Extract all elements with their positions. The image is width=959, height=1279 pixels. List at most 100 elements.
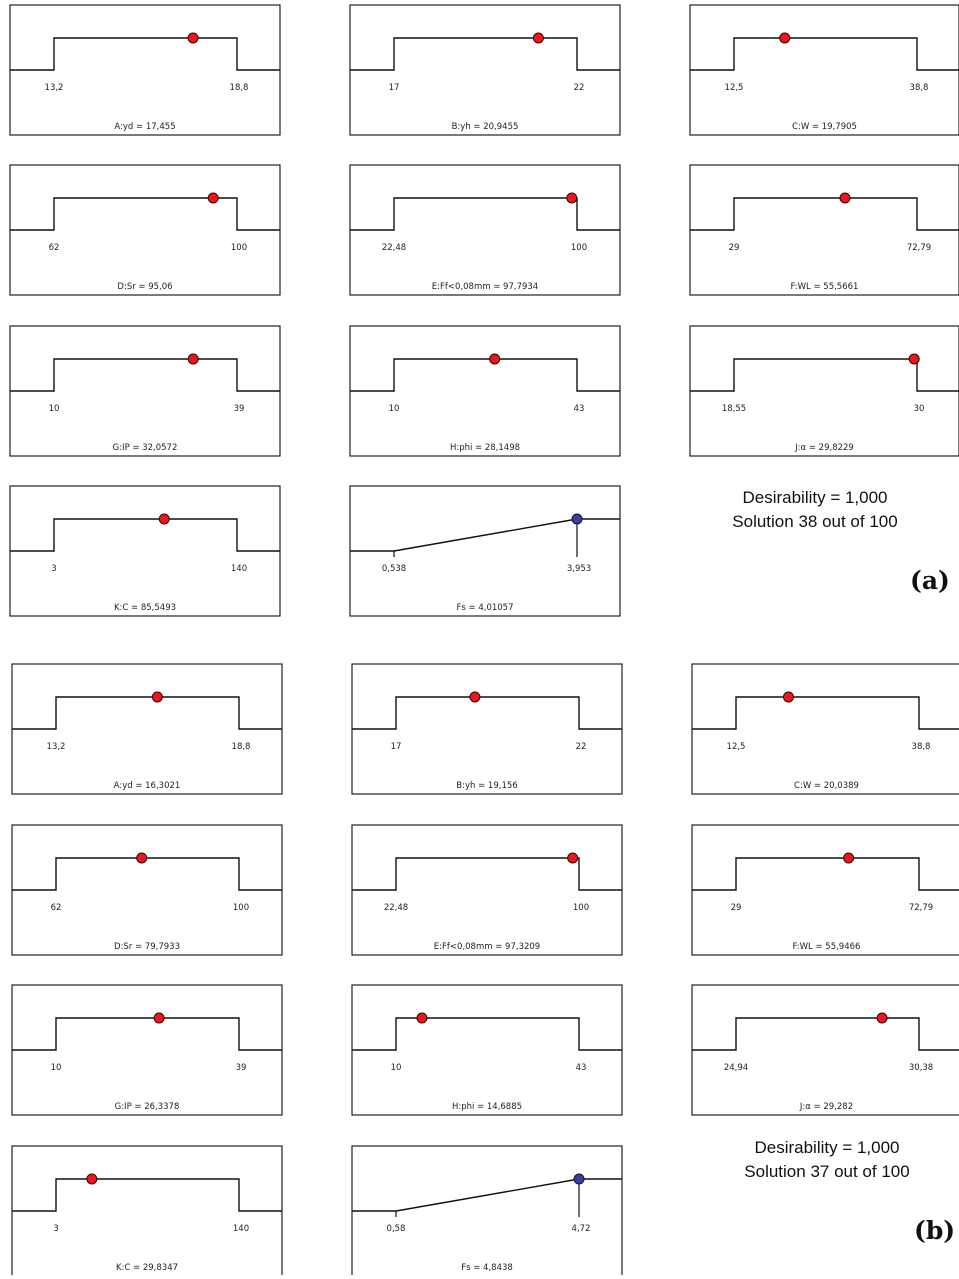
desirability-ramp: [12, 1178, 282, 1212]
plot-frame: [9, 164, 281, 296]
high-limit-label: 39: [234, 404, 245, 414]
low-limit-label: 17: [391, 742, 402, 752]
plot-frame: [689, 164, 959, 296]
low-limit-label: 10: [51, 1063, 62, 1073]
high-limit-label: 100: [231, 243, 247, 253]
factor-caption: J:α = 29,282: [799, 1102, 853, 1112]
desirability-ramp: [12, 696, 282, 730]
solution-point: [566, 192, 578, 204]
solution-point: [207, 192, 219, 204]
factor-caption: F:WL = 55,5661: [791, 282, 859, 292]
summary-a: Desirability = 1,000 Solution 38 out of …: [700, 486, 930, 534]
high-limit-label: 22: [574, 83, 585, 93]
ramp-plot-b-8: 10 43 H:phi = 14,6885: [351, 984, 623, 1116]
low-limit-label: 24,94: [724, 1063, 748, 1073]
desirability-ramp: [12, 1017, 282, 1051]
factor-caption: D:Sr = 79,7933: [114, 942, 180, 952]
solution-point: [469, 691, 481, 703]
high-limit-label: 4,72: [572, 1224, 591, 1234]
ramp-plot-a-3: 12,5 38,8 C:W = 19,7905: [689, 4, 959, 136]
solution-point: [151, 691, 163, 703]
ramp-plot-a-9: 18,55 30 J:α = 29,8229: [689, 325, 959, 457]
high-limit-label: 39: [236, 1063, 247, 1073]
high-limit-label: 100: [233, 903, 249, 913]
low-limit-label: 12,5: [727, 742, 746, 752]
high-limit-label: 72,79: [907, 243, 931, 253]
high-limit-label: 18,8: [232, 742, 251, 752]
plot-frame: [351, 824, 623, 956]
ramp-line: [395, 1178, 580, 1212]
factor-caption: B:yh = 20,9455: [452, 122, 519, 132]
solution-point: [839, 192, 851, 204]
solution-point: [86, 1173, 98, 1185]
panel-label-a: (a): [910, 566, 950, 595]
desirability-ramp: [350, 358, 620, 392]
plot-frame: [11, 663, 283, 795]
low-limit-label: 29: [731, 903, 742, 913]
low-limit-label: 10: [389, 404, 400, 414]
summary-b: Desirability = 1,000 Solution 37 out of …: [712, 1136, 942, 1184]
low-limit-label: 22,48: [382, 243, 406, 253]
solution-point: [489, 353, 501, 365]
solution-point: [158, 513, 170, 525]
desirability-ramp: [690, 358, 959, 392]
high-limit-label: 38,8: [912, 742, 931, 752]
ramp-plot-a-7: 10 39 G:IP = 32,0572: [9, 325, 281, 457]
ramp-plot-b-2: 17 22 B:yh = 19,156: [351, 663, 623, 795]
plot-frame: [689, 325, 959, 457]
ramp-plot-b-3: 12,5 38,8 C:W = 20,0389: [691, 663, 959, 795]
factor-caption: B:yh = 19,156: [456, 781, 517, 791]
high-limit-label: 38,8: [910, 83, 929, 93]
factor-caption: Fs = 4,01057: [457, 603, 514, 613]
factor-caption: C:W = 19,7905: [792, 122, 857, 132]
plot-frame: [9, 325, 281, 457]
factor-caption: G:IP = 32,0572: [113, 443, 178, 453]
desirability-ramp: [690, 37, 959, 71]
high-limit-label: 43: [574, 404, 585, 414]
solution-point: [567, 852, 579, 864]
factor-caption: E:Ff<0,08mm = 97,3209: [434, 942, 540, 952]
solution-point: [782, 691, 794, 703]
ramp-plot-a-2: 17 22 B:yh = 20,9455: [349, 4, 621, 136]
ramp-plot-a-10: 3 140 K:C = 85,5493: [9, 485, 281, 617]
low-limit-label: 0,58: [387, 1224, 406, 1234]
solution-point: [187, 32, 199, 44]
factor-caption: C:W = 20,0389: [794, 781, 859, 791]
high-limit-label: 100: [571, 243, 587, 253]
solution-point: [136, 852, 148, 864]
desirability-ramp: [352, 857, 622, 891]
factor-caption: Fs = 4,8438: [461, 1263, 513, 1273]
desirability-ramp: [690, 197, 959, 231]
desirability-a: Desirability = 1,000: [742, 488, 888, 507]
solution-point: [153, 1012, 165, 1024]
ramp-plot-b-9: 24,94 30,38 J:α = 29,282: [691, 984, 959, 1116]
desirability-ramp: [350, 197, 620, 231]
high-limit-label: 3,953: [567, 564, 591, 574]
low-limit-label: 62: [49, 243, 60, 253]
ramp-plot-b-1: 13,2 18,8 A:yd = 16,3021: [11, 663, 283, 795]
solution-point: [532, 32, 544, 44]
low-limit-label: 13,2: [45, 83, 64, 93]
desirability-ramp: [350, 37, 620, 71]
ramp-plot-b-10: 3 140 K:C = 29,8347: [11, 1145, 283, 1277]
factor-caption: H:phi = 14,6885: [452, 1102, 522, 1112]
desirability-ramp: [10, 197, 280, 231]
solution-b: Solution 37 out of 100: [744, 1162, 910, 1181]
plot-frame: [11, 824, 283, 956]
factor-caption: H:phi = 28,1498: [450, 443, 520, 453]
low-limit-label: 10: [391, 1063, 402, 1073]
high-limit-label: 140: [233, 1224, 249, 1234]
desirability-ramp: [352, 1017, 622, 1051]
low-limit-label: 3: [51, 564, 56, 574]
ramp-plot-b-7: 10 39 G:IP = 26,3378: [11, 984, 283, 1116]
response-point: [573, 1173, 585, 1185]
plot-frame: [9, 4, 281, 136]
low-limit-label: 0,538: [382, 564, 406, 574]
low-limit-label: 10: [49, 404, 60, 414]
high-limit-label: 30: [914, 404, 925, 414]
desirability-ramp: [692, 857, 959, 891]
desirability-ramp: [692, 1017, 959, 1051]
plot-frame: [11, 984, 283, 1116]
factor-caption: K:C = 85,5493: [114, 603, 176, 613]
